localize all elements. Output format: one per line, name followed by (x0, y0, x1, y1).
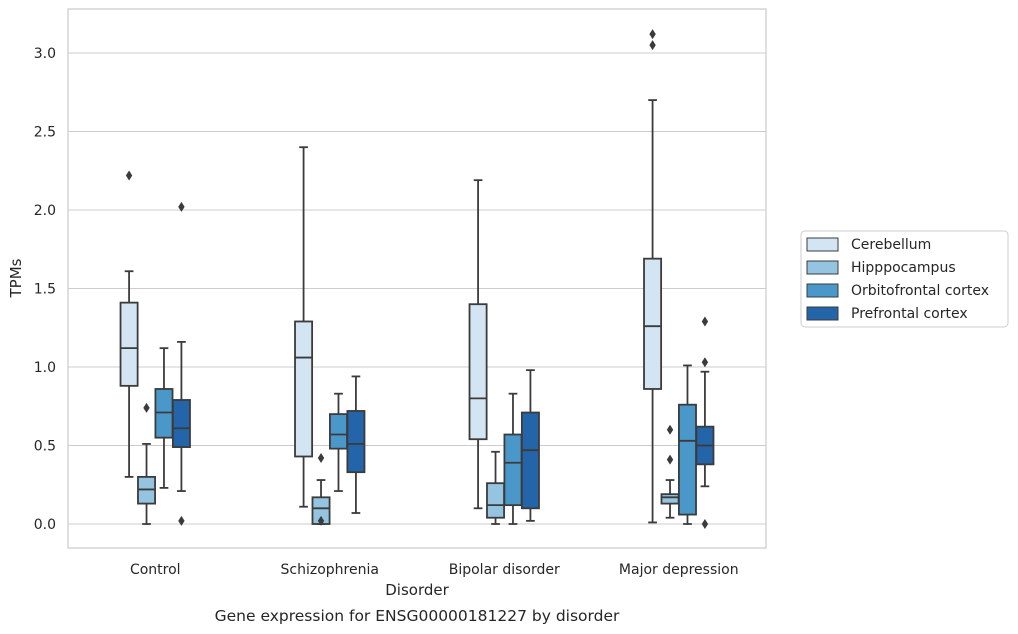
box-iqr (329, 413, 348, 450)
legend-swatch (806, 283, 839, 298)
outlier-point (701, 357, 709, 368)
box-iqr (503, 433, 523, 507)
legend-swatch (806, 306, 839, 321)
x-tick-label: Bipolar disorder (449, 562, 560, 578)
box-prefrontal-cortex (520, 369, 540, 522)
box-prefrontal-cortex (346, 375, 366, 514)
x-axis-title: Disorder (385, 581, 449, 599)
y-tick-label: 2.5 (34, 125, 56, 141)
chart-caption: Gene expression for ENSG00000181227 by d… (215, 607, 620, 625)
y-tick-label: 1.5 (34, 282, 56, 298)
outlier-point (666, 454, 674, 465)
y-tick-labels: 0.0 0.5 1.0 1.5 2.0 2.5 3.0 (34, 46, 56, 533)
outlier-point (178, 201, 185, 212)
legend-item: Hipppocampus (806, 260, 956, 276)
box-cerebellum (643, 29, 663, 524)
box-iqr (678, 403, 697, 516)
x-tick-label: Schizophrenia (281, 562, 379, 578)
y-tick-label: 1.0 (34, 360, 56, 376)
legend-swatch (806, 260, 839, 275)
box-group (294, 146, 366, 526)
outlier-point (701, 519, 709, 529)
box-iqr (294, 320, 314, 458)
outlier-point (649, 40, 656, 51)
box-hipppocampus (311, 453, 331, 526)
box-cerebellum (468, 179, 488, 510)
box-orbitofrontal-cortex (678, 364, 697, 525)
box-iqr (346, 410, 366, 474)
y-tick-label: 0.5 (34, 439, 56, 455)
box-plots (119, 29, 715, 529)
box-group (468, 179, 540, 525)
legend-item: Prefrontal cortex (806, 306, 968, 322)
box-iqr (520, 411, 540, 510)
box-cerebellum (294, 146, 314, 508)
legend: Cerebellum Hipppocampus Orbitofrontal cort… (800, 230, 1009, 328)
box-hipppocampus (137, 402, 156, 525)
x-tick-labels: Control Schizophrenia Bipolar disorder Majo… (130, 562, 739, 578)
box-iqr (171, 399, 191, 448)
box-prefrontal-cortex (171, 201, 191, 526)
outlier-point (317, 515, 325, 526)
y-tick-label: 3.0 (34, 46, 56, 62)
legend-label: Hipppocampus (851, 260, 956, 276)
x-tick-label: Control (130, 562, 181, 578)
x-tick-label: Major depression (619, 562, 739, 578)
box-iqr (486, 482, 505, 519)
outlier-point (701, 316, 709, 327)
box-orbitofrontal-cortex (154, 347, 174, 489)
legend-swatch (806, 237, 839, 252)
y-tick-label: 2.0 (34, 203, 56, 219)
y-tick-label: 0.0 (34, 517, 56, 533)
legend-label: Cerebellum (851, 237, 931, 253)
legend-label: Orbitofrontal cortex (851, 283, 989, 299)
legend-item: Orbitofrontal cortex (806, 283, 989, 299)
box-group (643, 29, 715, 529)
outlier-point (317, 453, 325, 464)
plot-frame (67, 8, 767, 549)
box-iqr (643, 257, 663, 390)
outlier-point (125, 170, 133, 181)
legend-label: Prefrontal cortex (851, 306, 968, 322)
y-axis-title: TPMs (7, 258, 25, 298)
box-hipppocampus (660, 424, 680, 519)
box-iqr (660, 493, 680, 505)
legend-item: Cerebellum (806, 237, 931, 253)
box-cerebellum (119, 170, 139, 478)
box-group (119, 170, 191, 526)
outlier-point (666, 424, 674, 435)
legend-frame (800, 230, 1009, 328)
box-prefrontal-cortex (695, 316, 715, 529)
box-orbitofrontal-cortex (329, 392, 348, 492)
box-hipppocampus (486, 450, 505, 525)
box-iqr (119, 301, 139, 387)
outlier-point (143, 402, 150, 413)
outlier-point (649, 29, 656, 40)
outlier-point (178, 515, 185, 526)
box-iqr (468, 303, 488, 441)
box-orbitofrontal-cortex (503, 392, 523, 525)
